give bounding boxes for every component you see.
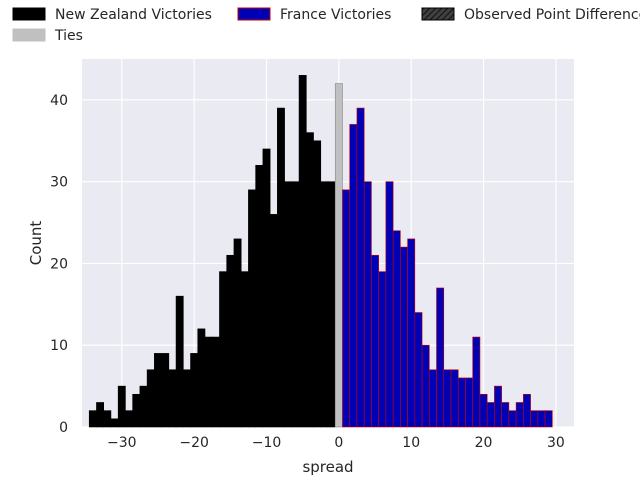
bar bbox=[356, 107, 365, 428]
y-tick-label: 30 bbox=[50, 175, 68, 191]
y-tick-label: 20 bbox=[50, 256, 68, 272]
bar bbox=[544, 410, 553, 428]
bar bbox=[146, 369, 155, 428]
bar bbox=[240, 271, 249, 428]
bar bbox=[161, 353, 170, 428]
bar bbox=[125, 410, 133, 428]
bar bbox=[168, 369, 177, 428]
bar bbox=[421, 344, 430, 428]
bar bbox=[305, 132, 314, 428]
x-tick-label: −10 bbox=[252, 435, 282, 451]
bar bbox=[523, 393, 531, 428]
bar bbox=[428, 369, 437, 428]
bar bbox=[182, 369, 191, 428]
bar bbox=[88, 410, 97, 428]
legend: New Zealand Victories France Victories Obs… bbox=[12, 7, 640, 44]
legend-swatch bbox=[12, 7, 46, 21]
bar bbox=[436, 287, 445, 428]
bar bbox=[371, 254, 379, 428]
y-tick-labels: 0 10 20 30 40 bbox=[50, 93, 68, 436]
bars bbox=[88, 75, 553, 428]
x-tick-label: −20 bbox=[179, 435, 209, 451]
y-tick-label: 0 bbox=[59, 420, 68, 436]
bar bbox=[407, 238, 416, 428]
bar bbox=[450, 369, 459, 428]
bar bbox=[190, 353, 199, 428]
y-tick-label: 10 bbox=[50, 338, 68, 354]
bar bbox=[226, 254, 235, 428]
bar bbox=[472, 336, 481, 428]
bar bbox=[486, 402, 495, 428]
bar bbox=[298, 75, 307, 428]
legend-swatch bbox=[237, 7, 271, 21]
x-tick-labels: −30 −20 −10 0 10 20 30 bbox=[107, 435, 565, 451]
bar bbox=[349, 124, 358, 428]
y-axis-label: Count bbox=[27, 221, 45, 266]
bar bbox=[284, 181, 293, 428]
legend-label: Ties bbox=[54, 28, 83, 44]
bar bbox=[154, 353, 162, 428]
bar bbox=[385, 181, 394, 428]
bar bbox=[313, 140, 322, 428]
x-axis-label: spread bbox=[302, 458, 353, 476]
bar bbox=[233, 238, 242, 428]
bar bbox=[255, 165, 264, 428]
x-tick-label: 0 bbox=[334, 435, 343, 451]
bar bbox=[96, 402, 105, 428]
bar bbox=[204, 336, 213, 428]
x-tick-label: −30 bbox=[107, 435, 137, 451]
x-tick-label: 30 bbox=[547, 435, 565, 451]
bar bbox=[269, 214, 278, 428]
bar bbox=[327, 181, 336, 428]
bar bbox=[211, 336, 220, 428]
bar bbox=[262, 148, 271, 428]
bar bbox=[392, 230, 401, 428]
x-tick-label: 20 bbox=[475, 435, 493, 451]
bar bbox=[378, 271, 387, 428]
bar bbox=[363, 181, 372, 428]
bar bbox=[457, 377, 466, 428]
bar bbox=[117, 385, 126, 428]
legend-label: France Victories bbox=[280, 7, 391, 23]
bar bbox=[501, 402, 510, 428]
bar bbox=[219, 271, 228, 428]
bar bbox=[291, 181, 300, 428]
bar bbox=[197, 328, 206, 428]
legend-label: Observed Point Difference bbox=[464, 7, 640, 23]
bar bbox=[248, 189, 256, 428]
y-tick-label: 40 bbox=[50, 93, 68, 109]
bar bbox=[479, 393, 488, 428]
legend-swatch bbox=[421, 7, 455, 21]
legend-swatch bbox=[12, 28, 46, 42]
bar bbox=[508, 410, 517, 428]
bar bbox=[342, 189, 351, 428]
x-tick-label: 10 bbox=[402, 435, 420, 451]
bar bbox=[103, 410, 112, 428]
bar bbox=[139, 385, 148, 428]
bar bbox=[414, 312, 423, 428]
bar bbox=[110, 418, 119, 428]
bar bbox=[277, 107, 285, 428]
bar bbox=[400, 246, 408, 428]
bar bbox=[443, 369, 452, 428]
bar bbox=[530, 410, 539, 428]
bar bbox=[515, 402, 524, 428]
bar bbox=[494, 385, 502, 428]
bar bbox=[334, 83, 343, 428]
bar bbox=[175, 295, 184, 428]
bar bbox=[132, 393, 141, 428]
bar bbox=[465, 377, 474, 428]
bar bbox=[320, 181, 329, 428]
legend-label: New Zealand Victories bbox=[55, 7, 212, 23]
bar bbox=[537, 410, 546, 428]
